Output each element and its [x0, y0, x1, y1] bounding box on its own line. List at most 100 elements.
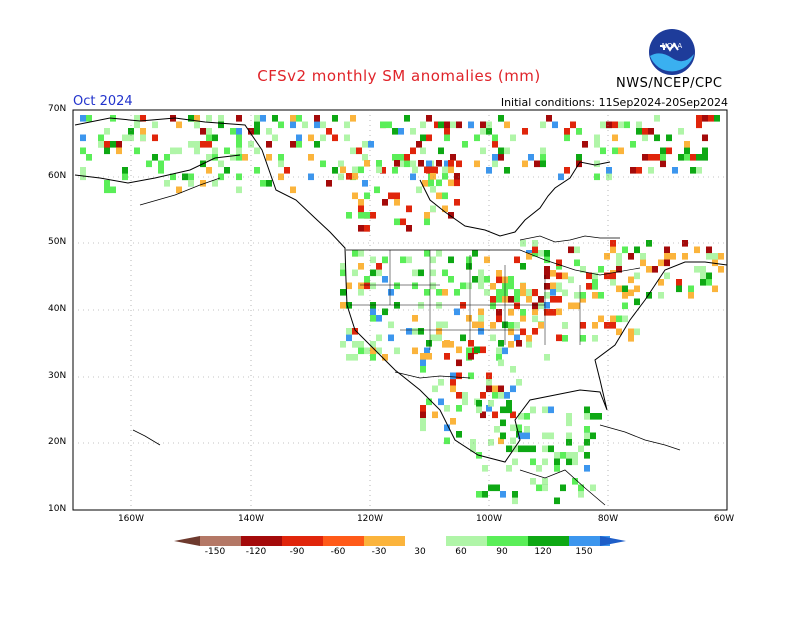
anomaly-cell [616, 285, 622, 293]
anomaly-cell [516, 340, 522, 347]
graticule [73, 110, 727, 510]
agency-label: NWS/NCEP/CPC [616, 76, 723, 91]
anomaly-cell [510, 411, 516, 419]
anomaly-cell [612, 134, 618, 142]
anomaly-cell [606, 121, 612, 129]
anomaly-cell [266, 141, 272, 148]
anomaly-cell [404, 115, 410, 122]
anomaly-cell [116, 141, 122, 148]
anomaly-cell [358, 263, 364, 270]
anomaly-cell [448, 212, 454, 219]
anomaly-cell [382, 199, 388, 206]
legend-label: 150 [575, 547, 593, 557]
anomaly-cell [344, 121, 350, 129]
anomaly-cell [624, 121, 630, 129]
anomaly-cell [370, 308, 376, 316]
anomaly-cell [320, 121, 326, 129]
anomaly-cell [516, 379, 522, 386]
anomaly-cell [338, 173, 344, 181]
anomaly-cell [546, 115, 552, 122]
legend-label: -60 [330, 547, 346, 557]
legend-label: -120 [245, 547, 267, 557]
anomaly-cell [604, 272, 610, 280]
legend-swatch [241, 536, 282, 546]
anomaly-cell [454, 199, 460, 206]
anomaly-cell [508, 282, 514, 290]
anomaly-cell [424, 347, 430, 355]
anomaly-cell [158, 160, 164, 168]
anomaly-cell [358, 199, 364, 206]
legend-label: -150 [204, 547, 226, 557]
anomaly-cell [468, 372, 474, 380]
anomaly-cell [394, 218, 400, 226]
anomaly-cell [438, 379, 444, 386]
anomaly-cell [562, 272, 568, 280]
anomaly-cell [442, 166, 448, 174]
coastlines [74, 117, 728, 506]
anomaly-cell [536, 484, 542, 492]
anomaly-cell [466, 256, 472, 264]
anomaly-cell [326, 128, 332, 135]
anomaly-cell [628, 335, 634, 342]
anomaly-cell [128, 128, 134, 135]
anomaly-cell [356, 147, 362, 155]
anomaly-cell [580, 292, 586, 299]
anomaly-cell [346, 328, 352, 335]
anomaly-cell [370, 212, 376, 219]
anomaly-cell [700, 279, 706, 286]
anomaly-cell [586, 283, 592, 290]
anomaly-cell [370, 315, 376, 322]
anomaly-cell [152, 134, 158, 142]
anomaly-cell [526, 335, 532, 342]
anomaly-cell [104, 186, 110, 194]
anomaly-cell [622, 292, 628, 299]
anomaly-cell [454, 308, 460, 316]
anomaly-cell [420, 411, 426, 419]
anomaly-cell [398, 128, 404, 135]
anomaly-cell [450, 154, 456, 161]
anomaly-cell [418, 328, 424, 335]
legend-label: 90 [496, 547, 508, 557]
anomaly-cell [254, 115, 260, 122]
anomaly-cell [610, 315, 616, 323]
anomaly-cell [406, 205, 412, 213]
anomaly-cell [430, 173, 436, 180]
anomaly-cell [666, 134, 672, 142]
anomaly-cell [482, 465, 488, 472]
anomaly-cell [412, 269, 418, 277]
anomaly-cell [410, 147, 416, 155]
anomaly-cell [424, 289, 430, 296]
anomaly-cell [580, 335, 586, 342]
anomaly-cell [152, 121, 158, 129]
anomaly-cell [436, 321, 442, 329]
anomaly-cell [206, 134, 212, 142]
legend-bar [174, 536, 626, 546]
anomaly-cell [512, 445, 518, 453]
anomaly-cell [612, 147, 618, 155]
anomaly-cell [442, 321, 448, 329]
anomaly-cell [376, 269, 382, 277]
anomaly-cell [592, 272, 598, 280]
anomaly-cell [314, 141, 320, 148]
anomaly-cell [594, 134, 600, 142]
anomaly-cell [86, 115, 92, 122]
legend-swatch [487, 536, 528, 546]
anomaly-cell [368, 141, 374, 148]
anomaly-cell [514, 334, 520, 342]
anomaly-cell [682, 253, 688, 260]
anomaly-cell [576, 128, 582, 135]
anomaly-cell [444, 121, 450, 129]
anomaly-cell [618, 147, 624, 155]
anomaly-cell [424, 212, 430, 219]
anomaly-cell [604, 253, 610, 260]
anomaly-cell [492, 411, 498, 419]
anomaly-cell [718, 253, 724, 260]
anomaly-cell [470, 439, 476, 446]
anomaly-cell [194, 121, 200, 129]
anomaly-cell [538, 302, 544, 310]
anomaly-cell [454, 179, 460, 187]
anomaly-cell [260, 180, 266, 187]
anomaly-cell [420, 134, 426, 142]
anomaly-cell [562, 289, 568, 297]
anomaly-cell [664, 246, 670, 254]
